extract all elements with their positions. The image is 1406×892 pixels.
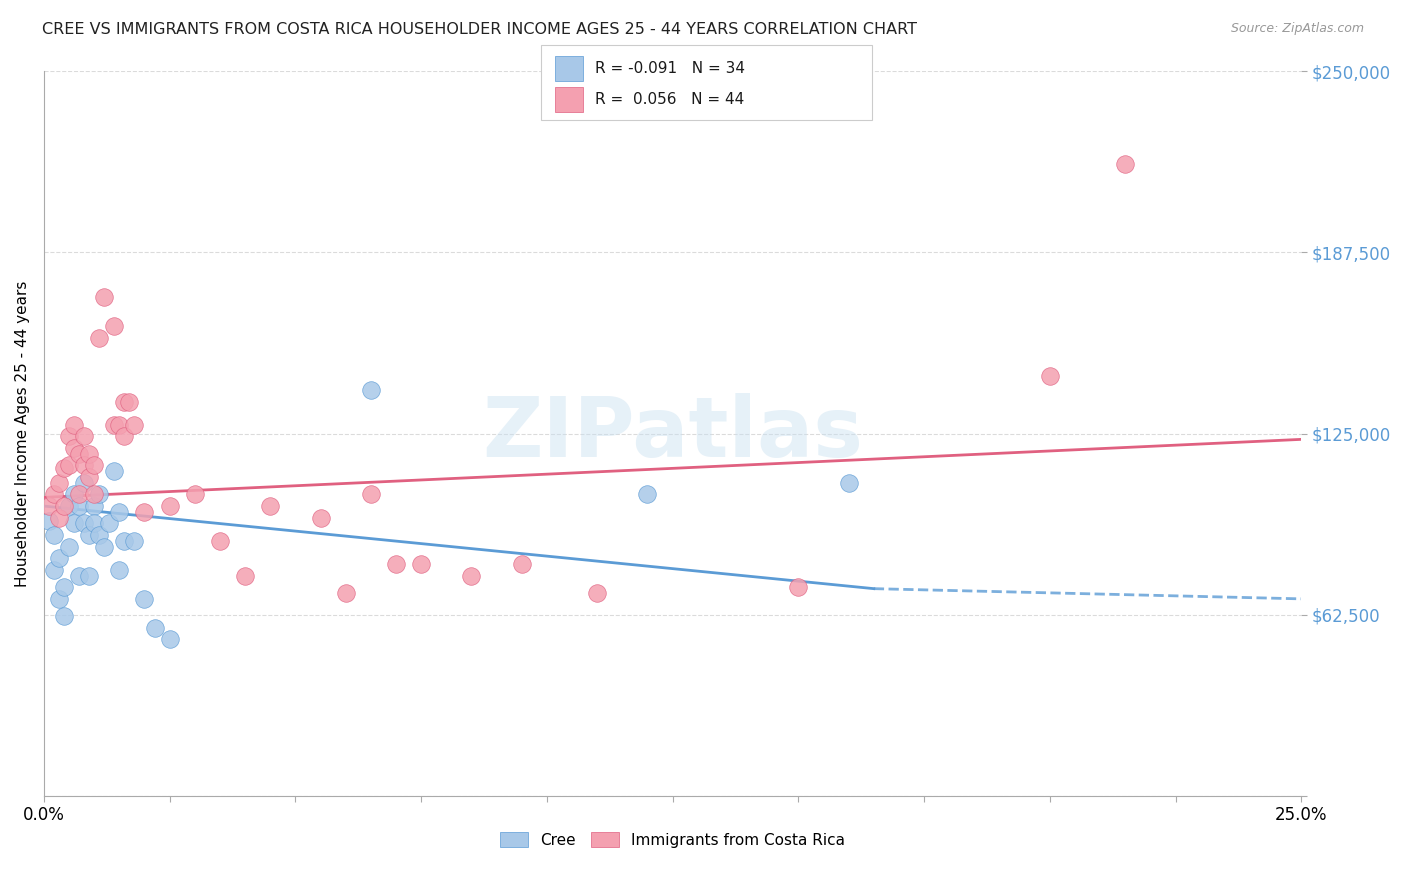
Point xyxy=(108,417,131,432)
Point xyxy=(112,533,135,548)
Point xyxy=(335,586,357,600)
Point xyxy=(83,487,105,501)
Point xyxy=(143,621,166,635)
Point xyxy=(787,580,810,594)
Point xyxy=(233,568,256,582)
Point xyxy=(259,499,281,513)
Point xyxy=(460,568,482,582)
Text: Source: ZipAtlas.com: Source: ZipAtlas.com xyxy=(1230,22,1364,36)
Point xyxy=(77,528,100,542)
Point xyxy=(58,429,80,443)
Point xyxy=(411,557,433,571)
Legend: Cree, Immigrants from Costa Rica: Cree, Immigrants from Costa Rica xyxy=(495,825,851,854)
Point xyxy=(83,499,105,513)
Point xyxy=(93,540,115,554)
Point xyxy=(73,458,96,473)
Point xyxy=(184,487,207,501)
Point xyxy=(124,533,146,548)
Point xyxy=(159,499,181,513)
Point xyxy=(67,447,90,461)
Point xyxy=(208,533,231,548)
Point xyxy=(42,563,65,577)
Point xyxy=(83,516,105,531)
Point xyxy=(89,487,111,501)
Point xyxy=(73,429,96,443)
Point xyxy=(112,394,135,409)
Point xyxy=(73,475,96,490)
Point xyxy=(1114,157,1136,171)
Y-axis label: Householder Income Ages 25 - 44 years: Householder Income Ages 25 - 44 years xyxy=(15,280,30,587)
Point xyxy=(77,447,100,461)
Point xyxy=(67,487,90,501)
Point xyxy=(48,510,70,524)
Point xyxy=(58,540,80,554)
Point xyxy=(98,516,121,531)
Point xyxy=(53,580,76,594)
Point xyxy=(38,514,60,528)
Point xyxy=(134,591,156,606)
Point xyxy=(118,394,141,409)
Point xyxy=(38,499,60,513)
Point xyxy=(89,331,111,345)
Point xyxy=(1039,368,1062,383)
Point xyxy=(63,516,86,531)
Text: ZIPatlas: ZIPatlas xyxy=(482,393,863,474)
Point xyxy=(93,290,115,304)
Point xyxy=(112,429,135,443)
Point xyxy=(53,461,76,475)
Text: R = -0.091   N = 34: R = -0.091 N = 34 xyxy=(595,62,745,76)
Point xyxy=(838,475,860,490)
Point xyxy=(103,417,125,432)
Point xyxy=(53,499,76,513)
Point xyxy=(77,568,100,582)
Point xyxy=(63,417,86,432)
Point xyxy=(77,470,100,484)
Point xyxy=(134,505,156,519)
Text: R =  0.056   N = 44: R = 0.056 N = 44 xyxy=(595,92,744,106)
Point xyxy=(63,487,86,501)
Point xyxy=(360,487,382,501)
Point xyxy=(89,528,111,542)
Point xyxy=(42,487,65,501)
Point xyxy=(636,487,658,501)
Point xyxy=(48,551,70,566)
Point xyxy=(73,516,96,531)
Point xyxy=(58,458,80,473)
Point xyxy=(108,505,131,519)
Point xyxy=(510,557,533,571)
Point xyxy=(159,632,181,647)
Point xyxy=(53,609,76,624)
Point xyxy=(385,557,408,571)
Point xyxy=(67,568,90,582)
Point xyxy=(103,464,125,478)
Point xyxy=(124,417,146,432)
Point xyxy=(48,475,70,490)
Point xyxy=(360,383,382,397)
Point xyxy=(309,510,332,524)
Point xyxy=(48,591,70,606)
Point xyxy=(58,499,80,513)
Point xyxy=(83,458,105,473)
Point xyxy=(63,441,86,455)
Point xyxy=(586,586,609,600)
Point xyxy=(42,528,65,542)
Point xyxy=(108,563,131,577)
Text: CREE VS IMMIGRANTS FROM COSTA RICA HOUSEHOLDER INCOME AGES 25 - 44 YEARS CORRELA: CREE VS IMMIGRANTS FROM COSTA RICA HOUSE… xyxy=(42,22,917,37)
Point xyxy=(103,319,125,334)
Point xyxy=(67,499,90,513)
